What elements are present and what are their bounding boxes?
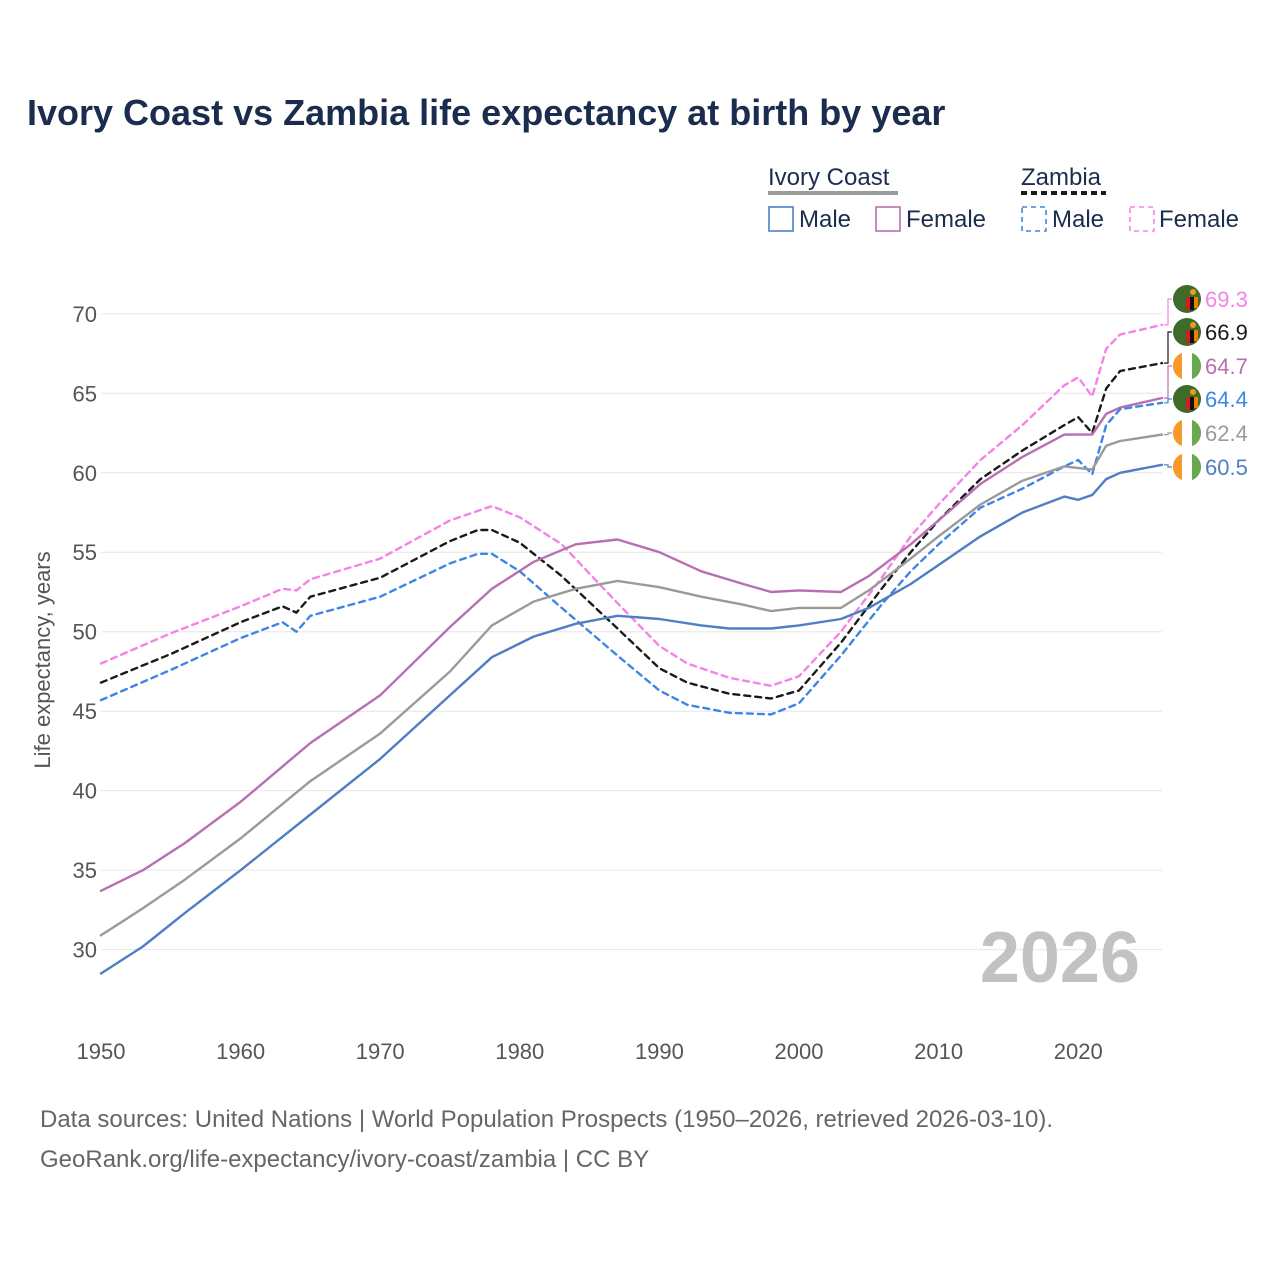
y-tick-label-65: 65 xyxy=(73,381,97,406)
legend-label-zambia-male: Male xyxy=(1052,206,1104,233)
end-label-ivory-coast-both: 62.4 xyxy=(1205,421,1248,446)
end-connector-zambia-female xyxy=(1164,298,1172,326)
end-label-zambia-both: 66.9 xyxy=(1205,320,1248,345)
legend-swatch-ivory-coast-male xyxy=(768,206,794,232)
x-tick-label-1990: 1990 xyxy=(635,1039,684,1064)
ivory-coast-flag-green xyxy=(1192,419,1202,447)
y-tick-label-30: 30 xyxy=(73,938,97,963)
zambia-flag-eagle xyxy=(1190,322,1196,328)
end-connector-zambia-both xyxy=(1164,331,1172,364)
x-tick-label-2020: 2020 xyxy=(1054,1039,1103,1064)
end-label-zambia-female: 69.3 xyxy=(1205,287,1248,312)
chart-title: Ivory Coast vs Zambia life expectancy at… xyxy=(27,92,946,133)
end-connector-ivory-coast-male xyxy=(1164,464,1172,468)
legend-label-ivory-coast-male: Male xyxy=(799,206,851,233)
series-line-zambia-male xyxy=(99,401,1164,716)
legend-swatch-zambia-female xyxy=(1129,206,1155,232)
end-label-zambia-male: 64.4 xyxy=(1205,387,1248,412)
zambia-flag-eagle xyxy=(1190,389,1196,395)
legend-group-ivory-coast: Ivory Coast xyxy=(768,164,890,191)
x-tick-label-2000: 2000 xyxy=(775,1039,824,1064)
legend-swatch-ivory-coast-female xyxy=(875,206,901,232)
zambia-flag-stripe-black xyxy=(1190,397,1194,410)
zambia-flag-stripe-black xyxy=(1190,330,1194,343)
series-line-ivory-coast-both xyxy=(99,433,1164,937)
year-watermark: 2026 xyxy=(980,918,1140,998)
end-label-ivory-coast-female: 64.7 xyxy=(1205,354,1248,379)
legend-label-zambia-female: Female xyxy=(1159,206,1239,233)
x-tick-label-1970: 1970 xyxy=(356,1039,405,1064)
zambia-flag-stripe-red xyxy=(1186,330,1190,343)
y-tick-label-55: 55 xyxy=(73,540,97,565)
ivory-coast-flag-orange xyxy=(1172,352,1182,380)
legend-label-ivory-coast-female: Female xyxy=(906,206,986,233)
series-line-zambia-both xyxy=(99,361,1164,700)
zambia-flag-stripe-orange xyxy=(1194,397,1198,408)
end-connector-ivory-coast-both xyxy=(1164,432,1172,436)
y-tick-label-60: 60 xyxy=(73,461,97,486)
ivory-coast-flag-orange xyxy=(1172,419,1182,447)
zambia-flag-stripe-red xyxy=(1186,397,1190,410)
series-line-ivory-coast-female xyxy=(99,396,1164,892)
y-axis-label: Life expectancy, years xyxy=(30,551,55,768)
x-tick-label-1950: 1950 xyxy=(77,1039,126,1064)
ivory-coast-flag-orange xyxy=(1172,453,1182,481)
legend-swatch-zambia-male xyxy=(1021,206,1047,232)
series-line-zambia-female xyxy=(99,323,1164,687)
footer-license: GeoRank.org/life-expectancy/ivory-coast/… xyxy=(40,1146,650,1173)
x-tick-label-2010: 2010 xyxy=(914,1039,963,1064)
x-tick-label-1960: 1960 xyxy=(216,1039,265,1064)
zambia-flag-stripe-orange xyxy=(1194,297,1198,308)
zambia-flag-eagle xyxy=(1190,289,1196,295)
y-tick-label-35: 35 xyxy=(73,858,97,883)
y-tick-label-45: 45 xyxy=(73,699,97,724)
x-tick-label-1980: 1980 xyxy=(495,1039,544,1064)
end-label-ivory-coast-male: 60.5 xyxy=(1205,455,1248,480)
ivory-coast-flag-green xyxy=(1192,453,1202,481)
legend-group-zambia: Zambia xyxy=(1021,164,1102,191)
series-line-ivory-coast-male xyxy=(99,463,1164,975)
end-connector-ivory-coast-female xyxy=(1164,365,1172,399)
y-tick-label-40: 40 xyxy=(73,779,97,804)
zambia-flag-stripe-black xyxy=(1190,297,1194,310)
zambia-flag-stripe-red xyxy=(1186,297,1190,310)
y-tick-label-50: 50 xyxy=(73,620,97,645)
ivory-coast-flag-green xyxy=(1192,352,1202,380)
end-connector-zambia-male xyxy=(1164,398,1172,404)
footer-source: Data sources: United Nations | World Pop… xyxy=(40,1106,1054,1133)
zambia-flag-stripe-orange xyxy=(1194,330,1198,341)
y-tick-label-70: 70 xyxy=(73,302,97,327)
